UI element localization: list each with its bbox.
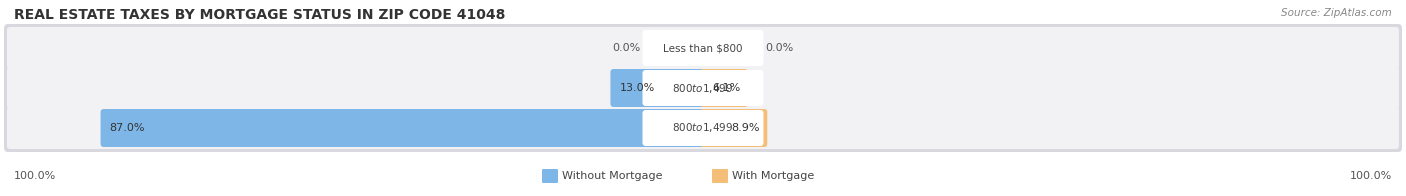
FancyBboxPatch shape bbox=[643, 30, 763, 66]
FancyBboxPatch shape bbox=[4, 64, 1402, 112]
Text: Without Mortgage: Without Mortgage bbox=[562, 171, 662, 181]
Text: Source: ZipAtlas.com: Source: ZipAtlas.com bbox=[1281, 8, 1392, 18]
FancyBboxPatch shape bbox=[700, 109, 768, 147]
Text: 100.0%: 100.0% bbox=[1350, 171, 1392, 181]
FancyBboxPatch shape bbox=[700, 69, 748, 107]
Text: 87.0%: 87.0% bbox=[110, 123, 145, 133]
FancyBboxPatch shape bbox=[101, 109, 706, 147]
FancyBboxPatch shape bbox=[711, 169, 728, 183]
Text: REAL ESTATE TAXES BY MORTGAGE STATUS IN ZIP CODE 41048: REAL ESTATE TAXES BY MORTGAGE STATUS IN … bbox=[14, 8, 505, 22]
Text: 13.0%: 13.0% bbox=[620, 83, 655, 93]
Text: 100.0%: 100.0% bbox=[14, 171, 56, 181]
FancyBboxPatch shape bbox=[541, 169, 558, 183]
FancyBboxPatch shape bbox=[7, 67, 1399, 109]
FancyBboxPatch shape bbox=[7, 27, 1399, 69]
Text: 6.1%: 6.1% bbox=[711, 83, 740, 93]
Text: $800 to $1,499: $800 to $1,499 bbox=[672, 122, 734, 134]
Text: 8.9%: 8.9% bbox=[731, 123, 759, 133]
FancyBboxPatch shape bbox=[643, 110, 763, 146]
Text: Less than $800: Less than $800 bbox=[664, 43, 742, 53]
Text: $800 to $1,499: $800 to $1,499 bbox=[672, 82, 734, 94]
FancyBboxPatch shape bbox=[4, 24, 1402, 72]
Text: 0.0%: 0.0% bbox=[765, 43, 794, 53]
FancyBboxPatch shape bbox=[4, 104, 1402, 152]
Text: 0.0%: 0.0% bbox=[612, 43, 641, 53]
FancyBboxPatch shape bbox=[643, 70, 763, 106]
FancyBboxPatch shape bbox=[7, 107, 1399, 149]
Text: With Mortgage: With Mortgage bbox=[733, 171, 814, 181]
FancyBboxPatch shape bbox=[610, 69, 706, 107]
